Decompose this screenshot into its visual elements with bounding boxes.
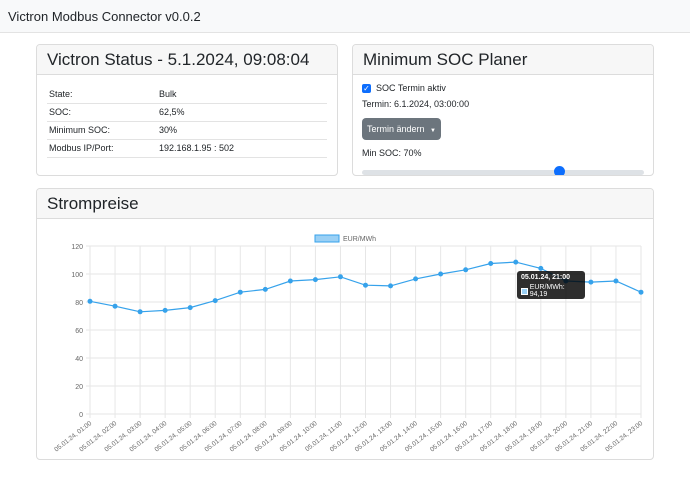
checkbox-label: SOC Termin aktiv xyxy=(376,83,446,93)
state-value: Bulk xyxy=(157,85,327,104)
table-row: Minimum SOC: 30% xyxy=(47,121,327,140)
data-point xyxy=(538,265,544,271)
data-point xyxy=(187,305,193,311)
data-point xyxy=(87,298,93,304)
preise-title: Strompreise xyxy=(37,189,653,219)
soc-value: 62,5% xyxy=(157,103,327,122)
preise-card: Strompreise 0 20 40 60 80 100 120 05.01.24, 01:… xyxy=(36,188,654,460)
data-point xyxy=(237,289,243,295)
data-point xyxy=(162,307,168,313)
app-title[interactable]: Victron Modbus Connector v0.0.2 xyxy=(8,9,201,24)
slider-track[interactable] xyxy=(362,170,644,175)
navbar: Victron Modbus Connector v0.0.2 xyxy=(0,0,690,33)
min-soc-slider[interactable] xyxy=(362,166,644,175)
data-point xyxy=(262,286,268,292)
chart-tooltip: 05.01.24, 21:00 EUR/MWh: 94,19 xyxy=(517,271,585,299)
slider-thumb[interactable] xyxy=(554,166,566,175)
planer-card: Minimum SOC Planer ✓ SOC Termin aktiv Te… xyxy=(352,44,654,176)
table-row: Modbus IP/Port: 192.168.1.95 : 502 xyxy=(47,139,327,158)
y-tick-label: 60 xyxy=(75,328,83,335)
data-point xyxy=(137,309,143,315)
legend-label: EUR/MWh xyxy=(343,236,376,243)
data-point xyxy=(112,303,118,309)
y-tick-label: 20 xyxy=(75,384,83,391)
termin-text: Termin: 6.1.2024, 03:00:00 xyxy=(362,99,470,109)
state-label: State: xyxy=(47,85,157,104)
status-title: Victron Status - 5.1.2024, 09:08:04 xyxy=(37,45,337,75)
data-point xyxy=(363,282,368,288)
planer-title: Minimum SOC Planer xyxy=(353,45,653,75)
modbus-value: 192.168.1.95 : 502 xyxy=(157,139,327,158)
data-point xyxy=(588,279,594,285)
termin-aendern-button[interactable]: Termin ändern ▼ xyxy=(362,118,441,140)
data-point xyxy=(312,277,318,283)
data-point xyxy=(337,274,343,280)
button-label: Termin ändern xyxy=(367,124,425,134)
data-point xyxy=(413,276,419,282)
y-tick-label: 40 xyxy=(75,356,83,363)
y-tick-label: 120 xyxy=(71,244,83,251)
tooltip-title: 05.01.24, 21:00 xyxy=(521,274,571,281)
tooltip-label: EUR/MWh: 94,19 xyxy=(529,284,565,298)
y-tick-label: 100 xyxy=(71,272,83,279)
data-point xyxy=(638,289,644,295)
data-point xyxy=(463,267,469,273)
data-point xyxy=(513,259,519,265)
data-point xyxy=(613,278,619,284)
legend-swatch xyxy=(314,234,340,243)
min-soc-value: 30% xyxy=(157,121,327,140)
caret-down-icon: ▼ xyxy=(430,128,436,134)
data-point xyxy=(388,283,394,289)
modbus-label: Modbus IP/Port: xyxy=(47,139,157,158)
data-point xyxy=(438,271,444,277)
soc-termin-checkbox[interactable]: ✓ SOC Termin aktiv xyxy=(362,83,446,93)
status-table: State: Bulk SOC: 62,5% Minimum SOC: 30% Mod… xyxy=(47,85,327,158)
data-point xyxy=(212,298,218,304)
y-tick-label: 0 xyxy=(79,412,83,419)
checkbox-check-icon[interactable]: ✓ xyxy=(362,83,371,93)
soc-label: SOC: xyxy=(47,103,157,122)
table-row: State: Bulk xyxy=(47,85,327,104)
y-tick-label: 80 xyxy=(75,300,83,307)
data-point xyxy=(287,278,293,284)
data-point xyxy=(488,261,494,266)
tooltip-swatch xyxy=(521,287,528,295)
min-soc-text: Min SOC: 70% xyxy=(362,148,422,158)
table-row: SOC: 62,5% xyxy=(47,103,327,122)
status-card: Victron Status - 5.1.2024, 09:08:04 Stat… xyxy=(36,44,338,176)
min-soc-label: Minimum SOC: xyxy=(47,121,157,140)
